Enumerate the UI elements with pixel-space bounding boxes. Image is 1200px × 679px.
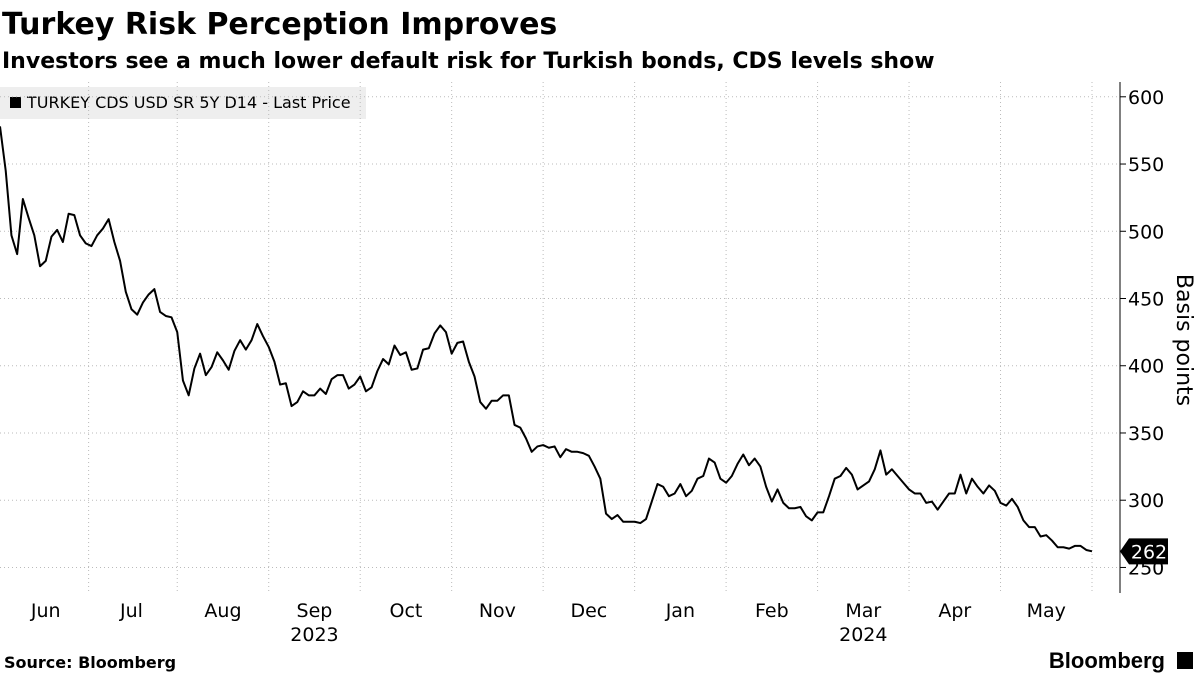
- x-tick-label: Mar: [845, 600, 881, 622]
- last-value-tag: [1120, 538, 1168, 565]
- x-tick-label: Sep: [297, 600, 333, 622]
- x-tick-label: Jun: [30, 600, 61, 622]
- x-tick-label: Dec: [570, 600, 607, 622]
- y-tick-label: 300: [1128, 490, 1164, 512]
- y-tick-label: 500: [1128, 221, 1164, 243]
- x-tick-label: Feb: [755, 600, 789, 622]
- legend-box: [0, 87, 366, 119]
- y-axis-label: Basis points: [1171, 274, 1196, 406]
- legend-label: TURKEY CDS USD SR 5Y D14 - Last Price: [26, 93, 351, 112]
- chart-title: Turkey Risk Perception Improves: [2, 7, 557, 42]
- y-tick-label: 400: [1128, 356, 1164, 378]
- source: Source: Bloomberg: [4, 653, 176, 672]
- x-tick-label: Jan: [665, 600, 695, 622]
- line-series: [0, 126, 1093, 553]
- x-tick-label: Oct: [389, 600, 422, 622]
- x-tick-label: Jul: [119, 600, 143, 622]
- y-tick-label: 350: [1128, 423, 1164, 445]
- brand: Bloomberg: [1049, 648, 1165, 673]
- x-tick-label: Aug: [204, 600, 241, 622]
- y-tick-label: 550: [1128, 154, 1164, 176]
- brand-icon: [1177, 652, 1193, 669]
- x-tick-label: Nov: [479, 600, 516, 622]
- y-tick-label: 450: [1128, 289, 1164, 311]
- legend-swatch: [10, 97, 21, 108]
- x-tick-label: May: [1027, 600, 1066, 622]
- chart-subtitle: Investors see a much lower default risk …: [2, 49, 935, 74]
- x-tick-label: Apr: [938, 600, 971, 622]
- y-tick-label: 600: [1128, 87, 1164, 109]
- year-label: 2024: [839, 624, 887, 646]
- year-label: 2023: [290, 624, 338, 646]
- last-value-label: 262: [1131, 541, 1167, 563]
